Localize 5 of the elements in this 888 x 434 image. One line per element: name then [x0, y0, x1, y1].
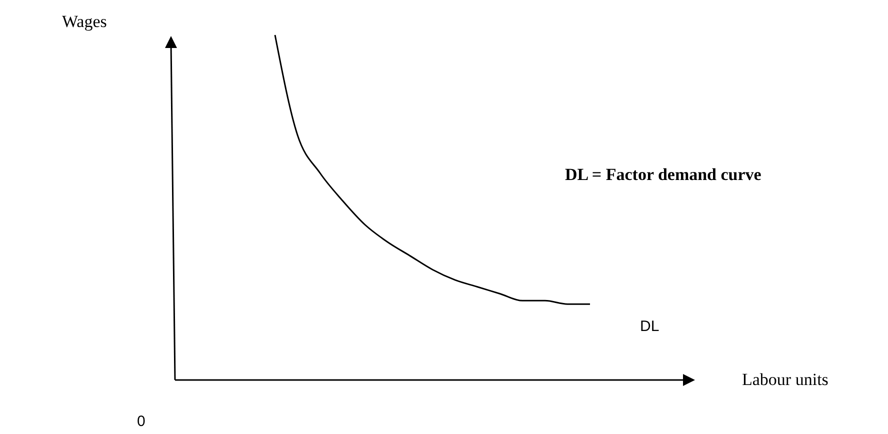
text: DL	[640, 318, 660, 335]
text: 0	[137, 413, 146, 430]
text: Wages	[62, 12, 107, 31]
text: Labour units	[742, 370, 828, 389]
annotation: DL = Factor demand curve	[565, 165, 762, 184]
